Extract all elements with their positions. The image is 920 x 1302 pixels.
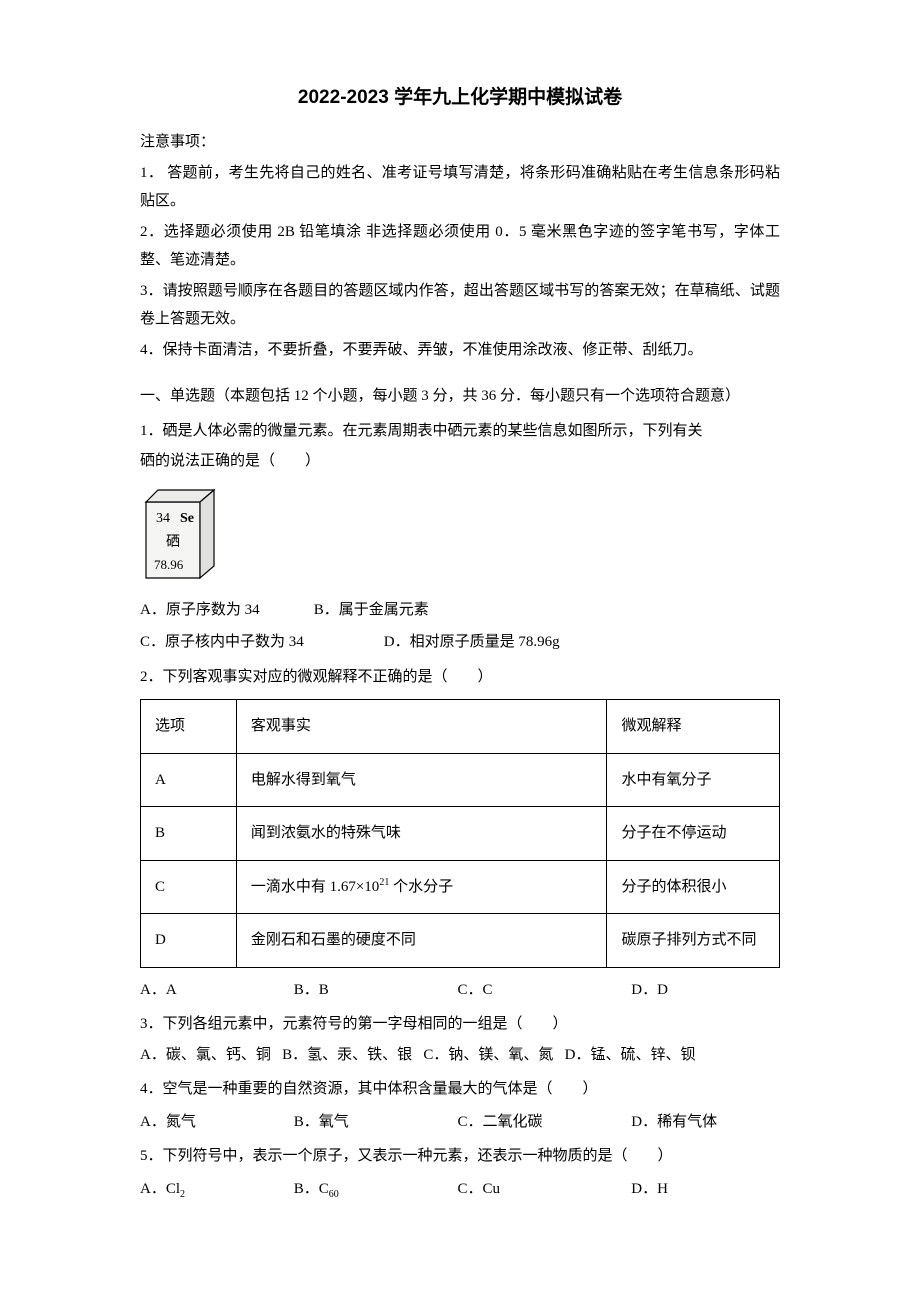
table-cell: 金刚石和石墨的硬度不同 — [236, 914, 607, 968]
table-row: C 一滴水中有 1.67×1021 个水分子 分子的体积很小 — [141, 860, 780, 914]
notice-item: 4．保持卡面清洁，不要折叠，不要弄破、弄皱，不准使用涂改液、修正带、刮纸刀。 — [140, 336, 780, 365]
table-header-cell: 选项 — [141, 700, 237, 754]
q2-optB: B．B — [294, 976, 454, 1005]
q4-optB: B．氧气 — [294, 1108, 454, 1137]
q4-optC: C．二氧化碳 — [458, 1108, 628, 1137]
q4-options: A．氮气 B．氧气 C．二氧化碳 D．稀有气体 — [140, 1108, 780, 1137]
table-cell: B — [141, 807, 237, 861]
q3-options: A．碳、氯、钙、铜 B．氢、汞、铁、银 C．钠、镁、氧、氮 D．锰、硫、锌、钡 — [140, 1041, 780, 1070]
q2-optC: C．C — [458, 976, 628, 1005]
notice-item: 1． 答题前，考生先将自己的姓名、准考证号填写清楚，将条形码准确粘贴在考生信息条… — [140, 159, 780, 216]
q2-options: A．A B．B C．C D．D — [140, 976, 780, 1005]
notice-item: 2．选择题必须使用 2B 铅笔填涂 非选择题必须使用 0．5 毫米黑色字迹的签字… — [140, 218, 780, 275]
q4-optD: D．稀有气体 — [631, 1108, 717, 1137]
page-title: 2022-2023 学年九上化学期中模拟试卷 — [140, 80, 780, 116]
section-header: 一、单选题（本题包括 12 个小题，每小题 3 分，共 36 分．每小题只有一个… — [140, 382, 780, 411]
q1-optD: D．相对原子质量是 78.96g — [384, 628, 560, 657]
table-header-cell: 微观解释 — [607, 700, 780, 754]
q5-optB: B．C60 — [294, 1175, 454, 1204]
q2-table: 选项 客观事实 微观解释 A 电解水得到氧气 水中有氧分子 B 闻到浓氨水的特殊… — [140, 699, 780, 968]
table-cell: 分子在不停运动 — [607, 807, 780, 861]
table-cell: 闻到浓氨水的特殊气味 — [236, 807, 607, 861]
table-row: B 闻到浓氨水的特殊气味 分子在不停运动 — [141, 807, 780, 861]
element-name: 硒 — [166, 535, 180, 550]
element-symbol: Se — [180, 511, 194, 526]
q1-stem: 1．硒是人体必需的微量元素。在元素周期表中硒元素的某些信息如图所示，下列有关 — [140, 417, 780, 446]
q5-options: A．Cl2 B．C60 C．Cu D．H — [140, 1175, 780, 1204]
q5-optC: C．Cu — [458, 1175, 628, 1204]
q1-optB: B．属于金属元素 — [314, 596, 429, 625]
element-mass: 78.96 — [154, 557, 184, 572]
q2-stem: 2．下列客观事实对应的微观解释不正确的是（ ） — [140, 663, 780, 692]
table-header-cell: 客观事实 — [236, 700, 607, 754]
table-row: D 金刚石和石墨的硬度不同 碳原子排列方式不同 — [141, 914, 780, 968]
table-cell: 一滴水中有 1.67×1021 个水分子 — [236, 860, 607, 914]
q2-optD: D．D — [631, 976, 668, 1005]
q1-options-row1: A．原子序数为 34 B．属于金属元素 — [140, 596, 780, 625]
table-row: 选项 客观事实 微观解释 — [141, 700, 780, 754]
table-cell: D — [141, 914, 237, 968]
q3-optB: B．氢、汞、铁、银 — [282, 1047, 412, 1063]
table-row: A 电解水得到氧气 水中有氧分子 — [141, 753, 780, 807]
q4-optA: A．氮气 — [140, 1108, 290, 1137]
table-cell: C — [141, 860, 237, 914]
q1-optA: A．原子序数为 34 — [140, 596, 310, 625]
table-cell: 分子的体积很小 — [607, 860, 780, 914]
q1-options-row2: C．原子核内中子数为 34 D．相对原子质量是 78.96g — [140, 628, 780, 657]
q4-stem: 4．空气是一种重要的自然资源，其中体积含量最大的气体是（ ） — [140, 1075, 780, 1104]
notice-heading: 注意事项： — [140, 128, 780, 157]
q3-stem: 3．下列各组元素中，元素符号的第一字母相同的一组是（ ） — [140, 1010, 780, 1039]
q1-stem-cont: 硒的说法正确的是（ ） — [140, 447, 780, 476]
q3-optD: D．锰、硫、锌、钡 — [565, 1047, 696, 1063]
notice-item: 3．请按照题号顺序在各题目的答题区域内作答，超出答题区域书写的答案无效；在草稿纸… — [140, 277, 780, 334]
q5-stem: 5．下列符号中，表示一个原子，又表示一种元素，还表示一种物质的是（ ） — [140, 1142, 780, 1171]
element-number: 34 — [156, 511, 170, 526]
table-cell: 碳原子排列方式不同 — [607, 914, 780, 968]
q3-optA: A．碳、氯、钙、铜 — [140, 1047, 271, 1063]
q5-optD: D．H — [631, 1175, 668, 1204]
q2-optA: A．A — [140, 976, 290, 1005]
table-cell: 水中有氧分子 — [607, 753, 780, 807]
q5-optA: A．Cl2 — [140, 1175, 290, 1204]
element-tile-diagram: 34 Se 硒 78.96 — [142, 488, 224, 586]
table-cell: 电解水得到氧气 — [236, 753, 607, 807]
table-cell: A — [141, 753, 237, 807]
q3-optC: C．钠、镁、氧、氮 — [423, 1047, 553, 1063]
q1-optC: C．原子核内中子数为 34 — [140, 628, 380, 657]
